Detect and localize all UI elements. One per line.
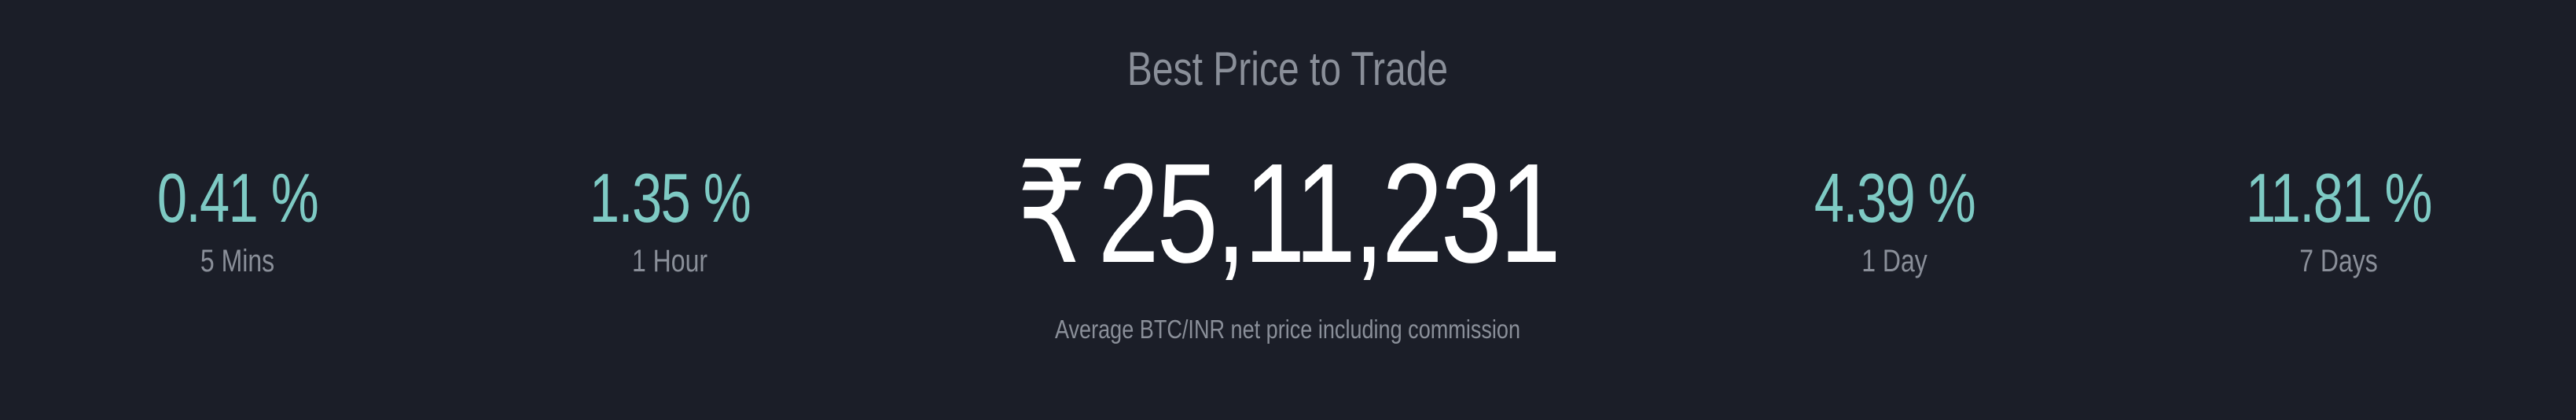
stat-value: 1.35 % <box>589 159 751 237</box>
best-price: ₹25,11,231 <box>981 143 1594 285</box>
stat-label: 1 Hour <box>631 244 708 278</box>
stat-label: 1 Day <box>1861 244 1927 278</box>
stat-value: 0.41 % <box>156 159 319 237</box>
stat-7-days: 11.81 % 7 Days <box>2166 159 2512 278</box>
price-value: 25,11,231 <box>1097 134 1561 293</box>
stat-1-hour: 1.35 % 1 Hour <box>497 159 843 278</box>
rupee-symbol: ₹ <box>1016 134 1086 293</box>
stat-label: 5 Mins <box>200 244 275 278</box>
stat-5-mins: 0.41 % 5 Mins <box>64 159 410 278</box>
stat-label: 7 Days <box>2299 244 2378 278</box>
stat-1-day: 4.39 % 1 Day <box>1722 159 2067 278</box>
stat-value: 11.81 % <box>2246 159 2432 237</box>
page-title: Best Price to Trade <box>1126 42 1449 95</box>
stat-value: 4.39 % <box>1813 159 1976 237</box>
price-caption: Average BTC/INR net price including comm… <box>1054 315 1521 344</box>
